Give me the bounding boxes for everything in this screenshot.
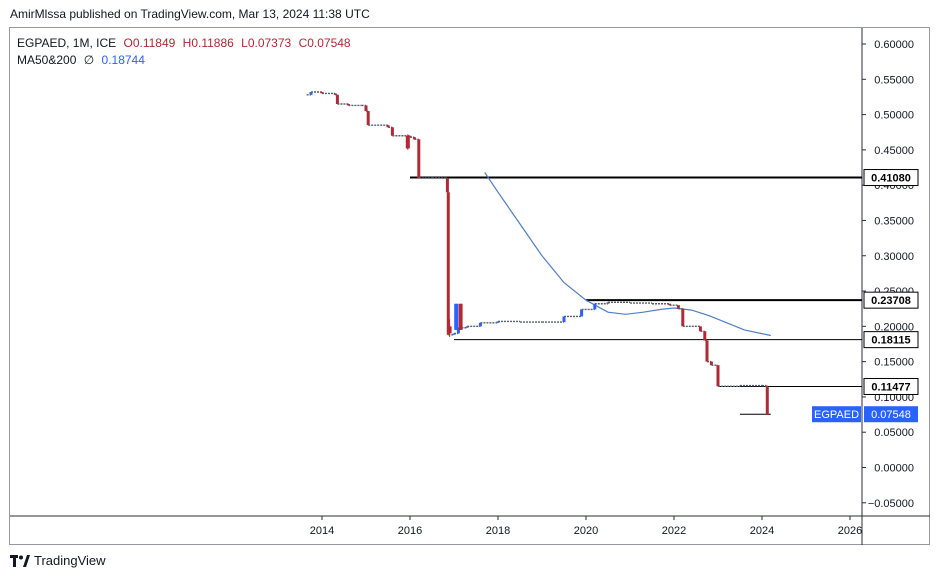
- symbol-legend: EGPAED, 1M, ICE O0.11849 H0.11886 L0.073…: [17, 36, 355, 50]
- y-tick-label: 0.60000: [874, 39, 914, 51]
- chart-frame[interactable]: [9, 27, 930, 545]
- y-tick-label: 0.55000: [874, 74, 914, 86]
- legend-low: L0.07373: [241, 36, 292, 50]
- candle-body: [716, 365, 720, 387]
- y-tick-label: 0.00000: [874, 463, 914, 475]
- candle-body: [668, 303, 672, 306]
- y-tick-label: 0.20000: [874, 321, 914, 333]
- x-tick-label: 2020: [574, 525, 598, 537]
- x-tick-label: 2026: [838, 525, 862, 537]
- candle-body: [390, 127, 394, 136]
- ma-line: [484, 172, 771, 337]
- candle-body: [458, 303, 463, 330]
- footer-brand: TradingView: [34, 553, 106, 568]
- candle-body: [681, 308, 685, 327]
- candle-body: [705, 340, 709, 362]
- level-value-label: 0.11477: [871, 381, 910, 393]
- candle-body: [412, 137, 416, 140]
- candle-body: [703, 331, 707, 341]
- y-tick-label: 0.30000: [874, 251, 914, 263]
- level-tag: [863, 331, 919, 349]
- candle-body: [452, 333, 456, 335]
- candle-body: [320, 91, 324, 94]
- last-price-label: 0.07548: [871, 409, 911, 421]
- footer: TradingView: [10, 553, 106, 568]
- candle-body: [417, 139, 421, 179]
- legend-symbol: EGPAED, 1M, ICE: [17, 36, 117, 50]
- candle-body: [386, 125, 390, 128]
- candle-body: [593, 303, 597, 310]
- x-tick-label: 2024: [750, 525, 774, 537]
- candle-body: [765, 387, 769, 415]
- symbol-tag: [812, 406, 861, 423]
- x-tick-label: 2022: [662, 525, 686, 537]
- publisher-line: AmirMlssa published on TradingView.com, …: [10, 7, 370, 21]
- legend-high: H0.11886: [182, 36, 234, 50]
- candle-body: [580, 309, 584, 317]
- level-tag: [863, 169, 919, 187]
- candle-body: [698, 326, 702, 332]
- candle-body: [456, 327, 460, 334]
- candle-body: [454, 303, 459, 330]
- candle-body: [408, 135, 412, 138]
- candle-body: [447, 326, 452, 334]
- y-tick-label: 0.05000: [874, 427, 914, 439]
- candle-body: [562, 316, 566, 323]
- candle-body: [465, 326, 469, 328]
- legend-open: O0.11849: [123, 36, 176, 50]
- candle-body: [446, 192, 450, 335]
- ma-legend: MA50&200 ∅ 0.18744: [17, 53, 149, 67]
- candle-body: [309, 91, 313, 95]
- candle-body: [445, 178, 449, 193]
- x-tick-label: 2018: [486, 525, 510, 537]
- candle-body: [335, 94, 339, 104]
- y-tick-label: 0.50000: [874, 110, 914, 122]
- candle-body: [676, 305, 680, 309]
- y-tick-label: 0.35000: [874, 215, 914, 227]
- candle-body: [333, 93, 337, 95]
- x-tick-label: 2016: [398, 525, 422, 537]
- candle-body: [496, 321, 500, 323]
- ma-hidden-icon[interactable]: ∅: [83, 53, 95, 67]
- level-value-label: 0.23708: [871, 295, 911, 307]
- candle-body: [478, 322, 482, 327]
- candle-body: [366, 111, 370, 126]
- x-tick-label: 2014: [310, 525, 334, 537]
- y-tick-label: 0.45000: [874, 145, 914, 157]
- level-tag: [863, 377, 919, 395]
- candle-body: [346, 103, 350, 106]
- ma-label: MA50&200: [17, 53, 77, 67]
- level-value-label: 0.18115: [871, 335, 910, 347]
- legend-close: C0.07548: [298, 36, 351, 50]
- level-tag: [863, 291, 919, 309]
- last-price-tag: [864, 406, 918, 423]
- level-value-label: 0.41080: [871, 173, 911, 185]
- y-tick-label: 0.15000: [874, 357, 914, 369]
- y-tick-label: −0.05000: [868, 498, 914, 510]
- candle-body: [606, 302, 610, 304]
- ma-value: 0.18744: [101, 53, 145, 67]
- candle-body: [764, 385, 768, 388]
- symbol-tag-label: EGPAED: [814, 409, 859, 421]
- candle-body: [405, 135, 410, 149]
- candle-body: [709, 361, 713, 366]
- candle-body: [364, 105, 368, 112]
- tradingview-logo-icon: [10, 554, 30, 567]
